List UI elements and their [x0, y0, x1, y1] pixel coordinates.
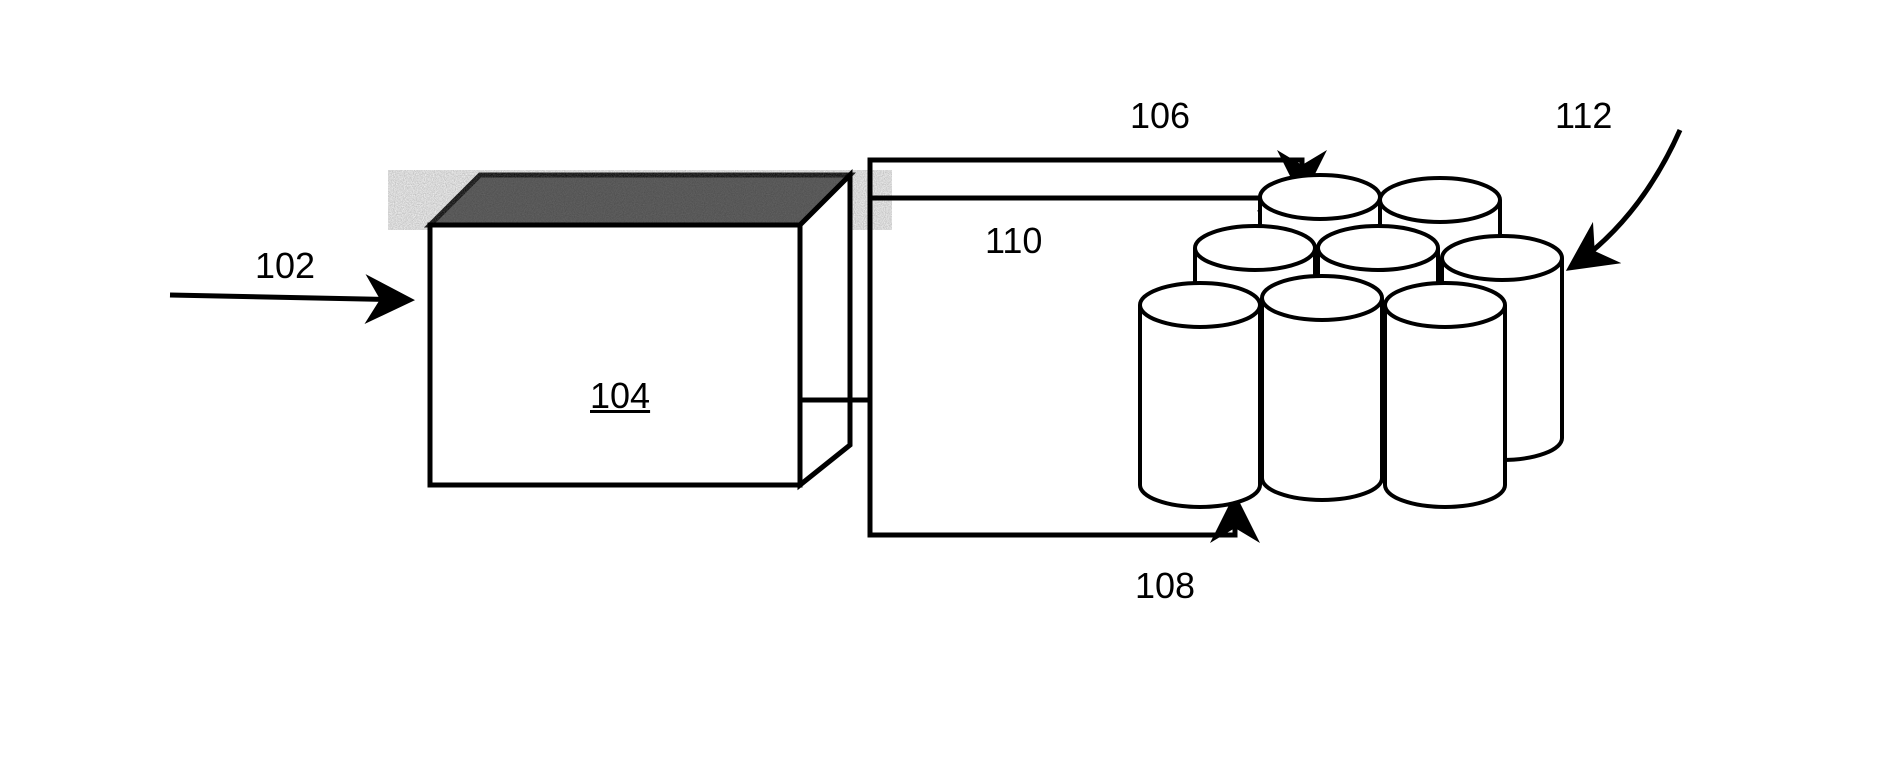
- cylinder: [1262, 276, 1382, 500]
- cylinder: [1140, 283, 1260, 507]
- label-112: 112: [1555, 95, 1612, 137]
- label-106: 106: [1130, 95, 1190, 137]
- label-104: 104: [590, 375, 650, 417]
- diagram-canvas: [0, 0, 1904, 780]
- pointer-112: [1570, 130, 1680, 268]
- cylinder-cluster: [1140, 175, 1562, 507]
- input-arrow: [170, 295, 410, 300]
- label-110: 110: [985, 220, 1042, 262]
- box-3d: [430, 175, 850, 485]
- cylinder: [1385, 283, 1505, 507]
- label-108: 108: [1135, 565, 1195, 607]
- label-102: 102: [255, 245, 315, 287]
